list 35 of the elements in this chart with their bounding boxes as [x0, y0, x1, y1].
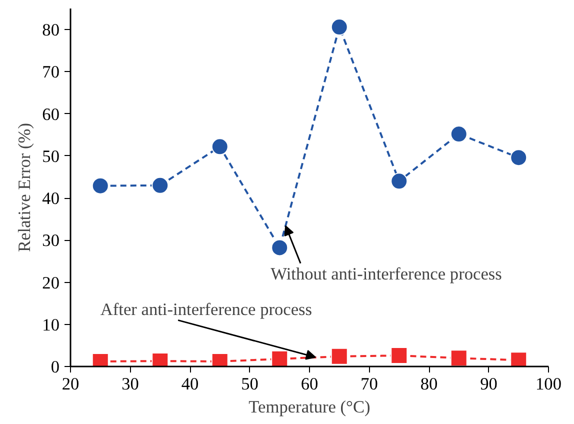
x-tick-label: 30	[122, 374, 139, 394]
point	[92, 177, 109, 194]
point	[152, 176, 169, 194]
x-tick-label: 70	[360, 374, 378, 394]
x-tick-label: 40	[181, 374, 199, 394]
x-tick-label: 20	[62, 374, 80, 394]
point	[450, 126, 468, 142]
x-tick-label: 60	[300, 374, 318, 394]
y-tick-label: 70	[42, 62, 60, 82]
point	[450, 350, 468, 366]
point	[510, 352, 528, 366]
y-tick-label: 50	[42, 146, 60, 166]
annotation: After anti-interference process	[100, 300, 312, 320]
point	[390, 172, 408, 190]
point	[330, 18, 348, 36]
point	[271, 350, 288, 366]
point	[211, 138, 228, 156]
y-tick-label: 30	[42, 231, 60, 250]
x-tick-label: 100	[536, 374, 562, 394]
y-tick-label: 80	[42, 20, 60, 40]
point	[510, 149, 528, 166]
y-tick-label: 0	[50, 358, 60, 376]
x-tick-label: 90	[480, 374, 498, 394]
y-tick-label: 40	[42, 189, 60, 208]
x-tick-label: 80	[420, 374, 438, 394]
y-tick-label: 20	[42, 273, 60, 292]
x-tick-label: 50	[241, 374, 258, 394]
point	[330, 348, 348, 365]
x-axis-title: Temperature (°C)	[248, 398, 371, 416]
point	[390, 347, 408, 364]
annotation: Without anti-interference process	[270, 264, 502, 284]
y-axis-title: Relative Error (%)	[15, 122, 34, 252]
point	[271, 239, 288, 256]
y-tick-label: 60	[42, 104, 60, 124]
y-tick-label: 10	[42, 315, 60, 334]
